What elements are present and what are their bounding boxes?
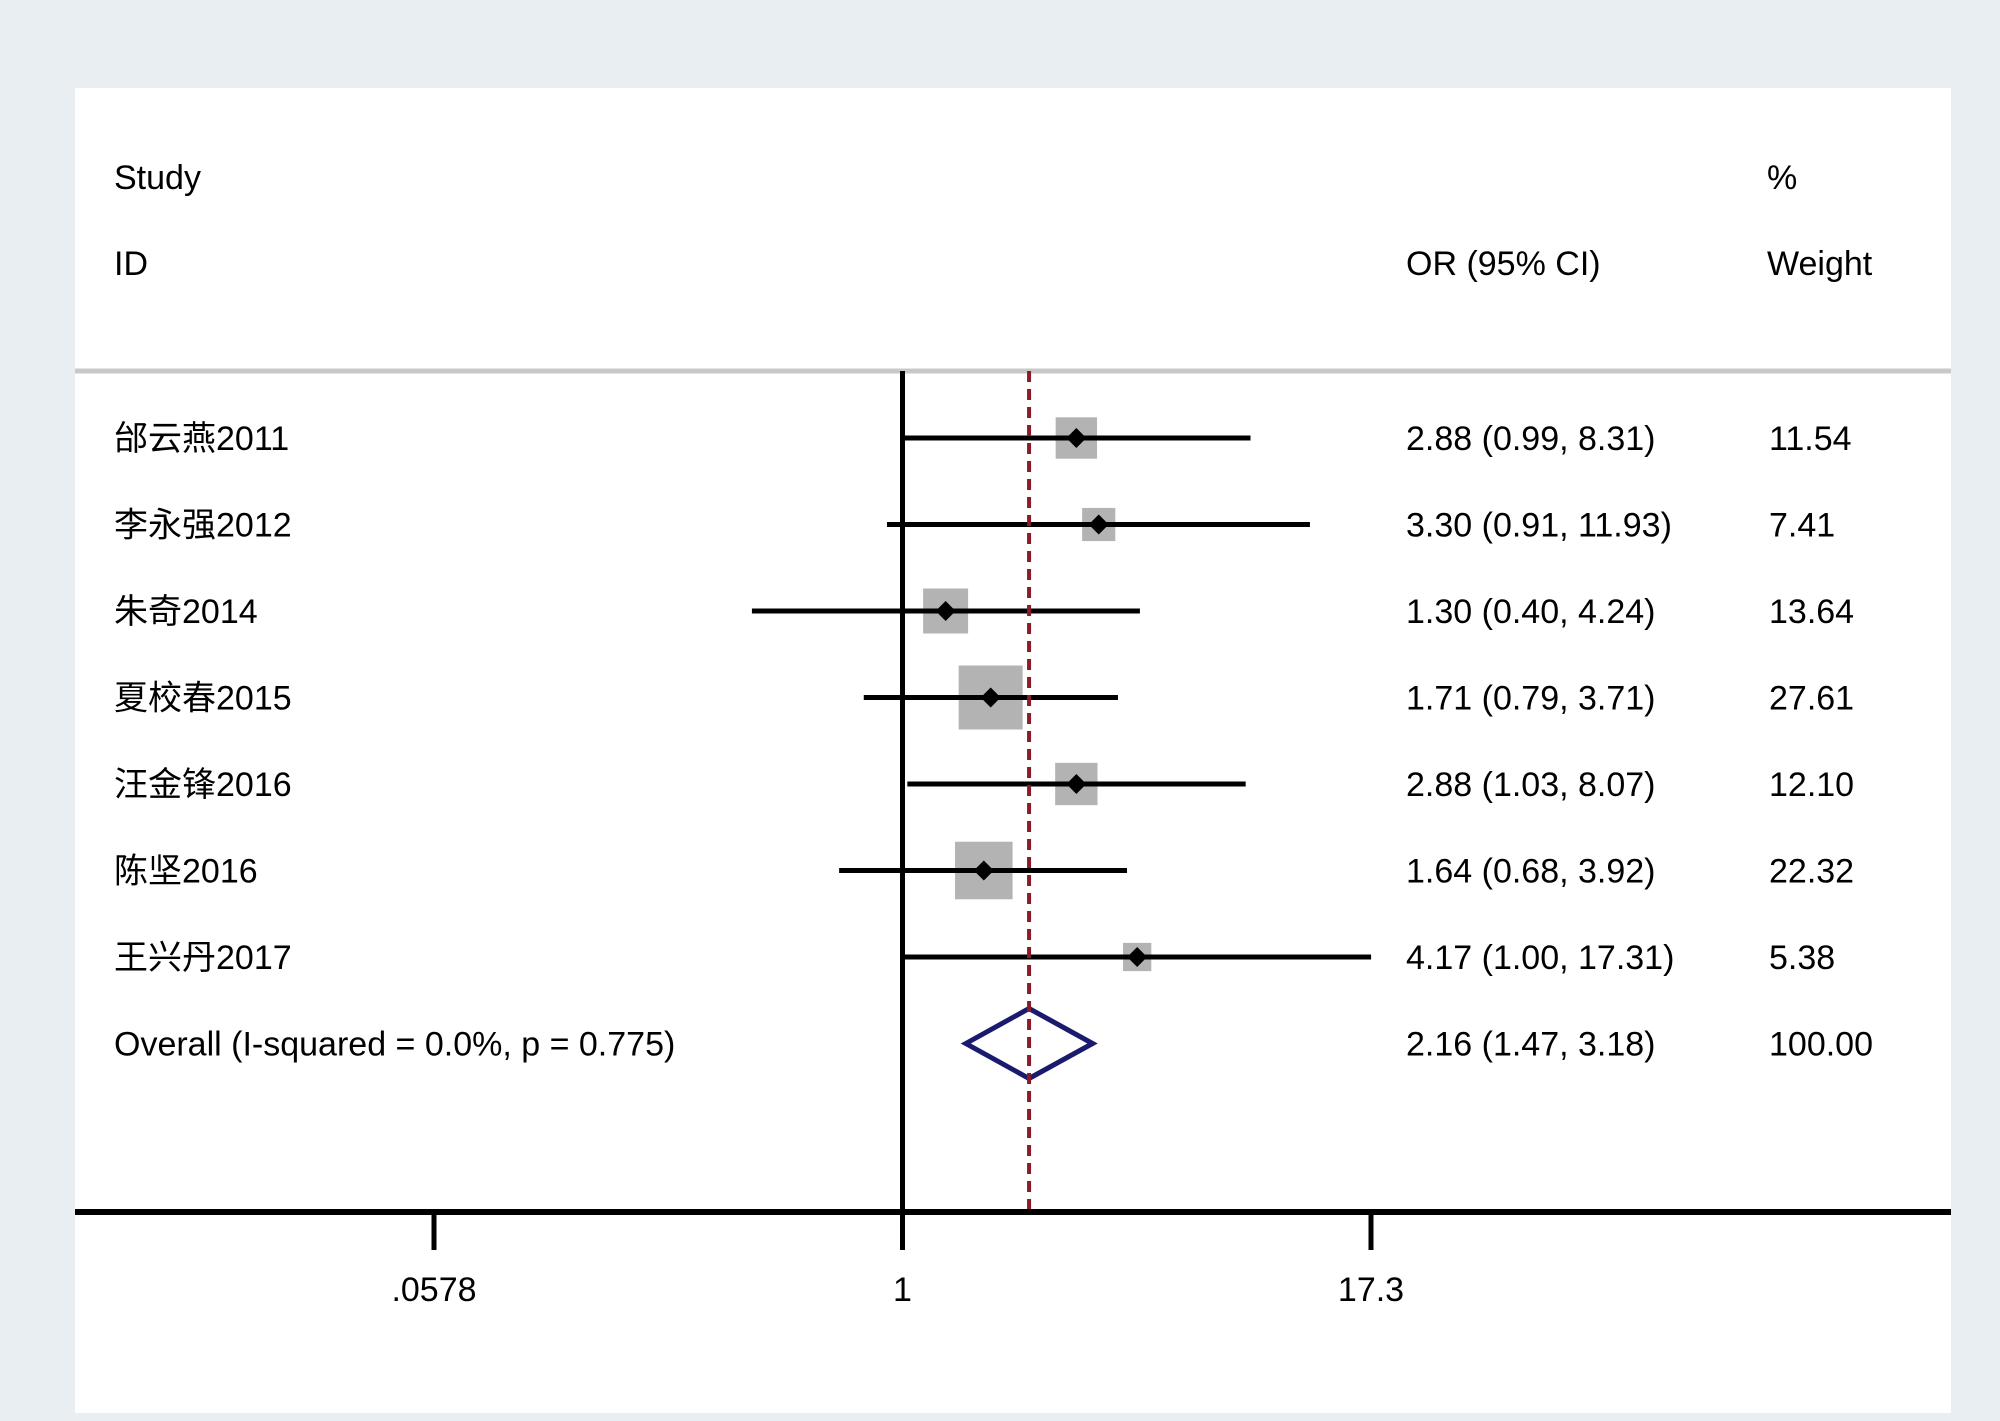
weight-label: 13.64 xyxy=(1769,593,1854,631)
overall-label: Overall (I-squared = 0.0%, p = 0.775) xyxy=(114,1026,675,1064)
weight-label: 12.10 xyxy=(1769,766,1854,804)
weight-label: 5.38 xyxy=(1769,939,1835,977)
study-id: 邰云燕2011 xyxy=(114,420,289,458)
study-id: 朱奇2014 xyxy=(114,593,258,631)
study-row: 邰云燕2011 2.88 (0.99, 8.31) 11.54 xyxy=(114,417,1852,459)
x-tick-label: 1 xyxy=(893,1271,912,1309)
weight-label: 11.54 xyxy=(1769,420,1852,458)
study-row: 王兴丹2017 4.17 (1.00, 17.31) 5.38 xyxy=(114,939,1835,977)
study-id: 汪金锋2016 xyxy=(114,766,292,804)
or-ci-label: 1.64 (0.68, 3.92) xyxy=(1406,853,1656,891)
header-id: ID xyxy=(114,245,148,283)
study-row: 夏校春2015 1.71 (0.79, 3.71) 27.61 xyxy=(114,665,1854,730)
study-row: 陈坚2016 1.64 (0.68, 3.92) 22.32 xyxy=(114,841,1854,900)
point-estimate xyxy=(935,601,956,621)
overall-or-ci-label: 2.16 (1.47, 3.18) xyxy=(1406,1026,1656,1064)
header-study: Study xyxy=(114,159,201,197)
weight-label: 22.32 xyxy=(1769,853,1854,891)
study-id: 李永强2012 xyxy=(114,507,292,545)
x-tick-label: 17.3 xyxy=(1338,1271,1404,1309)
or-ci-label: 1.71 (0.79, 3.71) xyxy=(1406,680,1656,718)
study-row: 朱奇2014 1.30 (0.40, 4.24) 13.64 xyxy=(114,588,1854,634)
study-row: 汪金锋2016 2.88 (1.03, 8.07) 12.10 xyxy=(114,762,1854,806)
study-row: 李永强2012 3.30 (0.91, 11.93) 7.41 xyxy=(114,507,1835,545)
study-id: 王兴丹2017 xyxy=(114,939,292,977)
study-id: 陈坚2016 xyxy=(114,853,258,891)
point-estimate xyxy=(1066,774,1087,794)
or-ci-label: 3.30 (0.91, 11.93) xyxy=(1406,507,1672,545)
point-estimate xyxy=(1066,428,1087,448)
or-ci-label: 2.88 (0.99, 8.31) xyxy=(1406,420,1656,458)
point-estimate xyxy=(973,860,994,881)
weight-label: 7.41 xyxy=(1769,507,1835,545)
overall-row: Overall (I-squared = 0.0%, p = 0.775) 2.1… xyxy=(114,1005,1873,1082)
study-id: 夏校春2015 xyxy=(114,680,292,718)
header-percent: % xyxy=(1767,159,1797,197)
header-weight: Weight xyxy=(1767,245,1873,283)
or-ci-label: 1.30 (0.40, 4.24) xyxy=(1406,593,1656,631)
overall-weight-label: 100.00 xyxy=(1769,1026,1873,1064)
weight-label: 27.61 xyxy=(1769,680,1854,718)
point-estimate xyxy=(1088,514,1109,535)
plot-panel xyxy=(75,88,1951,1413)
point-estimate xyxy=(1127,947,1148,967)
x-tick-label: .0578 xyxy=(391,1271,476,1309)
point-estimate xyxy=(980,687,1001,708)
header-estimate: OR (95% CI) xyxy=(1406,245,1601,283)
or-ci-label: 4.17 (1.00, 17.31) xyxy=(1406,939,1674,977)
or-ci-label: 2.88 (1.03, 8.07) xyxy=(1406,766,1656,804)
